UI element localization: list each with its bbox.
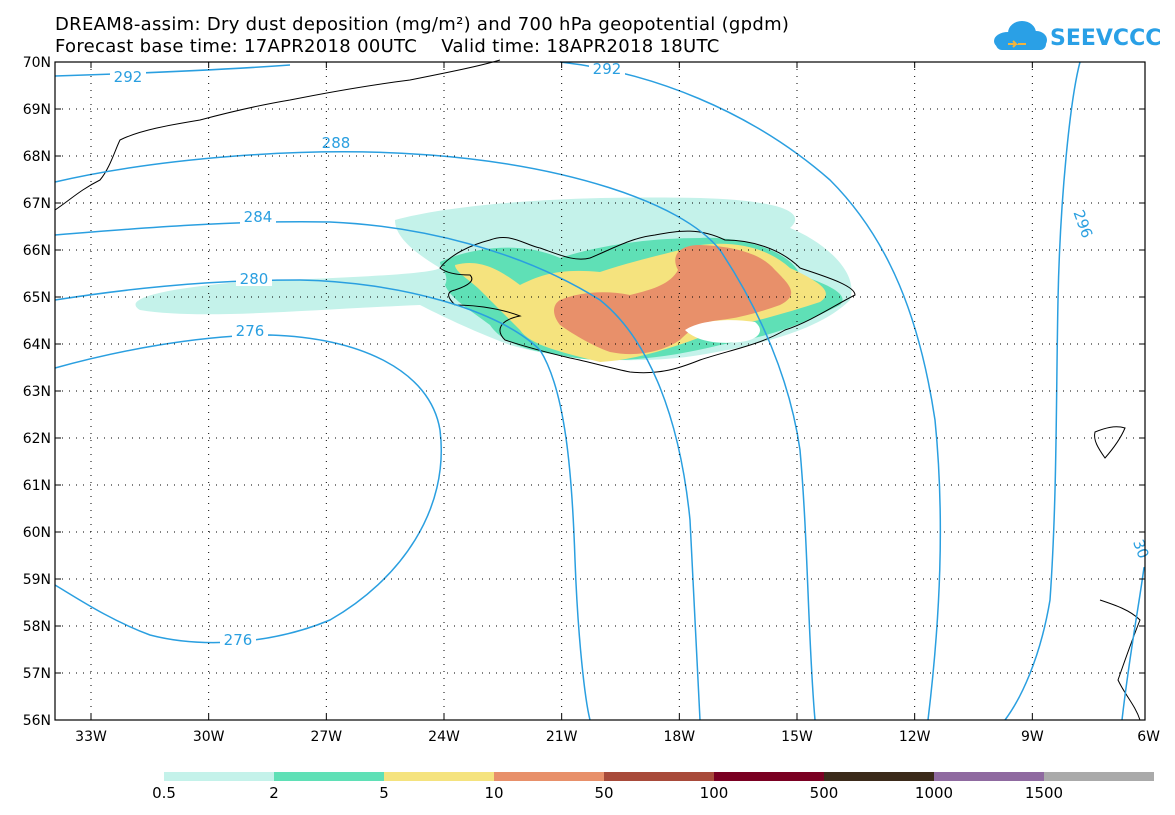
lat-label: 64N	[23, 337, 51, 353]
lat-lon-grid	[55, 61, 1145, 721]
lat-label: 59N	[23, 572, 51, 588]
contour-label: 296	[1069, 207, 1096, 240]
colorbar-label: 10	[484, 784, 503, 802]
lon-label: 30W	[193, 729, 225, 745]
contour-292b	[559, 61, 942, 721]
colorbar: 0.5 2 5 10 50 100 500 1000 1500	[152, 772, 1154, 802]
lon-label: 9W	[1021, 729, 1044, 745]
colorbar-swatch	[604, 772, 714, 781]
lat-label: 66N	[23, 243, 51, 259]
lat-label: 58N	[23, 619, 51, 635]
lat-label: 62N	[23, 431, 51, 447]
contour-label: 276	[236, 322, 265, 340]
dust-level-0-hole	[685, 320, 760, 343]
colorbar-swatch	[824, 772, 934, 781]
contour-292	[54, 64, 291, 77]
lat-label: 57N	[23, 666, 51, 682]
lon-label: 27W	[310, 729, 342, 745]
contour-label: 284	[244, 208, 273, 226]
contour-label: 288	[322, 134, 351, 152]
contour-label: 30	[1129, 537, 1152, 561]
colorbar-label: 1000	[915, 784, 953, 802]
contour-label: 280	[240, 270, 269, 288]
lon-label: 21W	[546, 729, 578, 745]
longitude-labels: 33W 30W 27W 24W 21W 18W 15W 12W 9W 6W	[75, 729, 1160, 745]
scotland-coastline	[1099, 599, 1141, 721]
latitude-labels: 70N 69N 68N 67N 66N 65N 64N 63N 62N 61N 60N 59N 58N 5…	[23, 55, 51, 729]
colorbar-swatch	[384, 772, 494, 781]
lat-label: 69N	[23, 102, 51, 118]
lat-label: 60N	[23, 525, 51, 541]
map-title-line-2: Forecast base time: 17APR2018 00UTC Vali…	[55, 36, 720, 57]
lat-label: 65N	[23, 290, 51, 306]
lon-label: 12W	[899, 729, 931, 745]
lon-label: 33W	[75, 729, 107, 745]
colorbar-label: 500	[810, 784, 839, 802]
colorbar-swatch	[714, 772, 824, 781]
lat-label: 63N	[23, 384, 51, 400]
lat-label: 70N	[23, 55, 51, 71]
colorbar-swatch	[934, 772, 1044, 781]
colorbar-label: 5	[379, 784, 389, 802]
lon-label: 18W	[663, 729, 695, 745]
contour-label: 276	[224, 631, 253, 649]
logo-text: SEEVCCC	[1050, 26, 1162, 51]
contour-300	[1121, 559, 1146, 721]
contour-label: 292	[593, 60, 622, 78]
contour-276	[54, 334, 442, 644]
contour-288	[54, 151, 816, 721]
colorbar-label: 2	[269, 784, 279, 802]
contour-280	[54, 279, 591, 721]
lon-label: 15W	[781, 729, 813, 745]
map-frame	[54, 61, 1146, 721]
lat-label: 67N	[23, 196, 51, 212]
lat-label: 61N	[23, 478, 51, 494]
colorbar-swatch	[494, 772, 604, 781]
colorbar-label: 100	[700, 784, 729, 802]
greenland-coastline	[54, 59, 501, 211]
contour-296	[1004, 61, 1081, 721]
colorbar-swatch	[274, 772, 384, 781]
faroe-coastline	[1094, 426, 1126, 459]
contour-284	[54, 220, 701, 721]
cloud-icon	[994, 21, 1047, 50]
contour-label: 292	[114, 68, 143, 86]
geopotential-contours	[54, 61, 1146, 721]
colorbar-swatch	[1044, 772, 1154, 781]
lat-label: 56N	[23, 713, 51, 729]
map-title-line-1: DREAM8-assim: Dry dust deposition (mg/m²…	[55, 14, 790, 35]
lat-label: 68N	[23, 149, 51, 165]
colorbar-label: 50	[594, 784, 613, 802]
lon-label: 24W	[428, 729, 460, 745]
dust-level-10	[554, 245, 792, 355]
colorbar-swatch	[164, 772, 274, 781]
lon-label: 6W	[1137, 729, 1160, 745]
colorbar-label: 1500	[1025, 784, 1063, 802]
colorbar-label: 0.5	[152, 784, 176, 802]
